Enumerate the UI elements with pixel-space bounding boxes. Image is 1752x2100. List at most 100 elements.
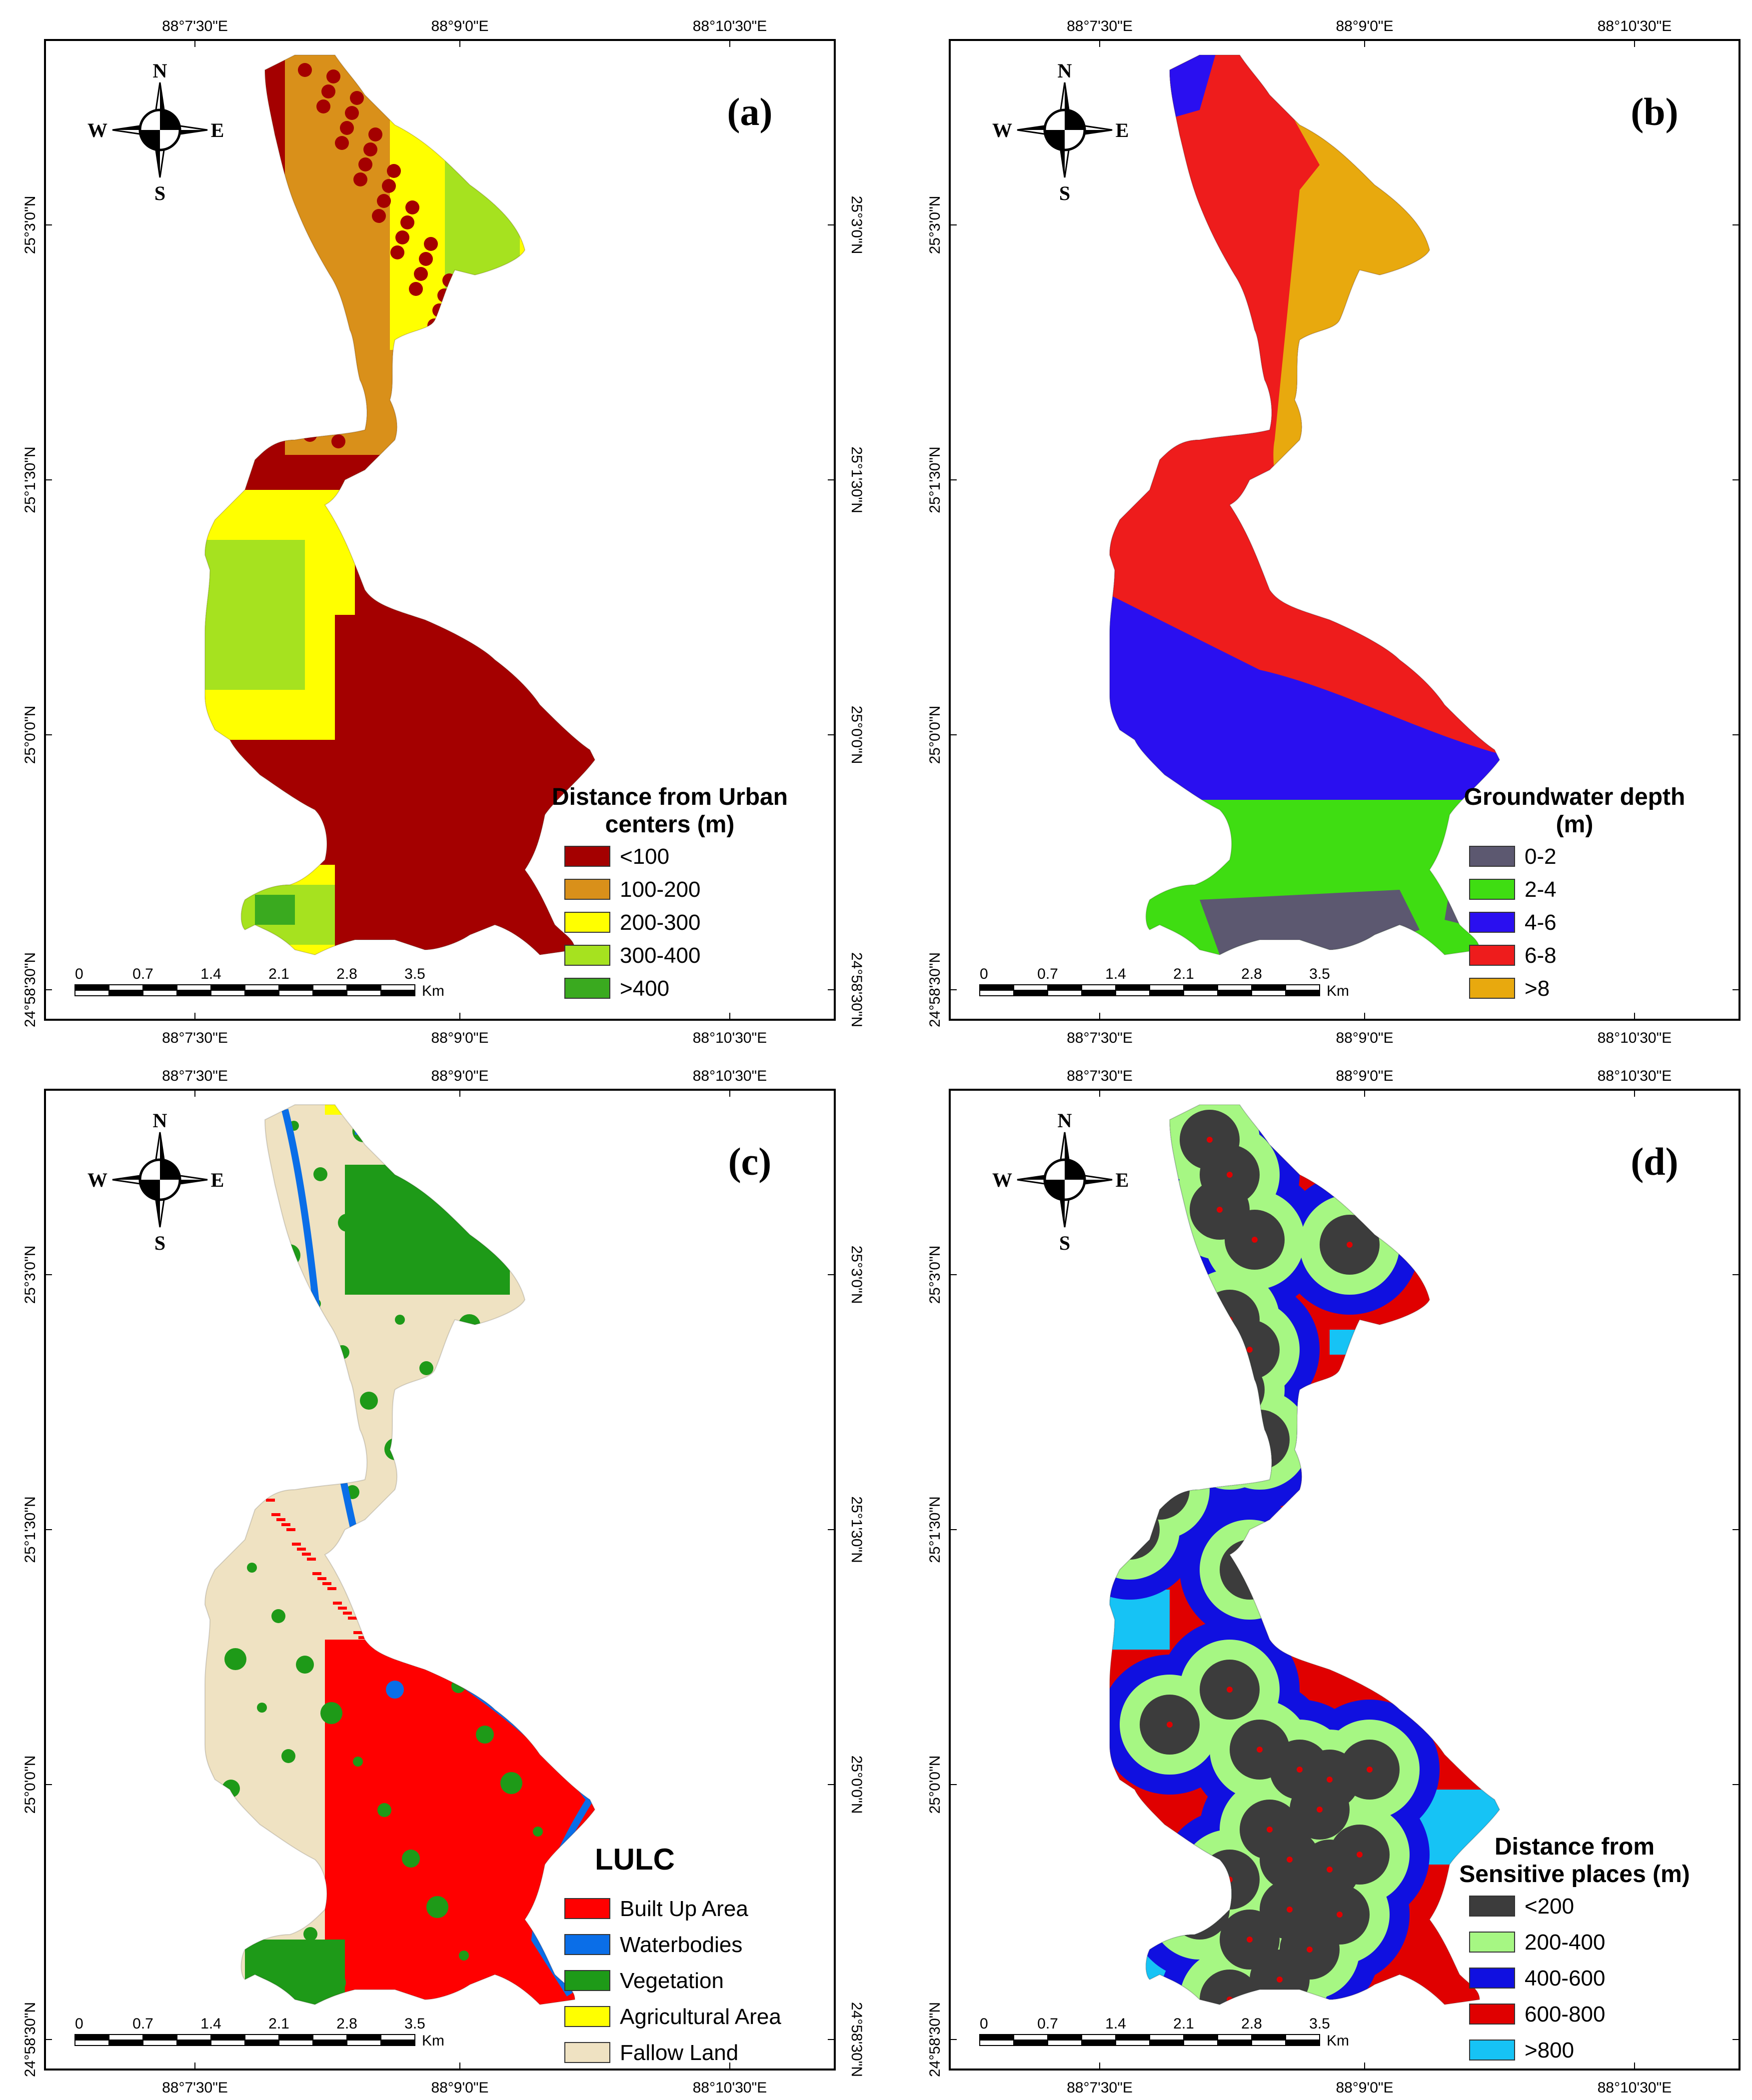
scale-bar-segment bbox=[74, 990, 109, 996]
legend-swatch bbox=[564, 1898, 610, 1919]
latitude-label-right: 25°1'30"N bbox=[848, 1496, 865, 1563]
sensitive-place-point bbox=[1327, 1867, 1333, 1873]
legend-swatch bbox=[564, 912, 610, 933]
longitude-label-top: 88°10'30"E bbox=[1598, 18, 1672, 34]
scale-bar-segment bbox=[312, 2040, 347, 2046]
compass-south-label: S bbox=[1059, 1232, 1070, 1254]
longitude-label-bottom: 88°9'0"E bbox=[431, 1030, 488, 1046]
sensitive-place-point bbox=[1337, 1912, 1343, 1918]
latitude-label-left: 24°58'30"N bbox=[927, 952, 943, 1027]
longitude-label-bottom: 88°7'30"E bbox=[162, 2080, 228, 2096]
panel-label: (a) bbox=[727, 90, 773, 133]
latitude-label-left: 25°3'0"N bbox=[927, 1246, 943, 1304]
scale-bar-segment bbox=[979, 984, 1014, 991]
scale-bar-segment bbox=[1081, 990, 1116, 996]
sensitive-place-point bbox=[1247, 1347, 1253, 1353]
scale-bar-segment bbox=[1115, 2040, 1150, 2046]
legend-swatch bbox=[1469, 945, 1515, 966]
scale-bar-segment bbox=[142, 2034, 177, 2041]
scale-bar-segment bbox=[380, 2040, 415, 2046]
legend-item-label: 0-2 bbox=[1525, 844, 1557, 869]
legend-swatch bbox=[1469, 912, 1515, 933]
scale-bar-tick: 0 bbox=[75, 2016, 83, 2032]
scale-bar-segment bbox=[380, 2034, 415, 2041]
legend-item-label: <100 bbox=[620, 844, 669, 869]
scale-bar-segment bbox=[74, 984, 109, 991]
panel-label: (b) bbox=[1631, 90, 1678, 133]
scale-bar-segment bbox=[346, 2034, 381, 2041]
scale-bar-tick: 0 bbox=[980, 966, 988, 982]
longitude-label-top: 88°7'30"E bbox=[1067, 18, 1133, 34]
latitude-label-right: 25°3'0"N bbox=[848, 1246, 865, 1304]
compass-north-label: N bbox=[1058, 59, 1072, 82]
sensitive-place-point bbox=[1227, 1172, 1233, 1178]
latitude-label-left: 25°0'0"N bbox=[927, 706, 943, 764]
north-arrow-icon bbox=[112, 82, 208, 178]
scale-bar-segment bbox=[312, 990, 347, 996]
sensitive-place-point bbox=[1317, 1807, 1323, 1813]
scale-bar-tick: 3.5 bbox=[404, 966, 425, 982]
scale-bar-segment bbox=[244, 2040, 279, 2046]
compass-west-label: W bbox=[87, 119, 107, 141]
compass-north-label: N bbox=[153, 1109, 167, 1132]
latitude-label-right: 25°0'0"N bbox=[848, 706, 865, 764]
scale-bar-segment bbox=[1149, 2040, 1184, 2046]
scale-bar-segment bbox=[1013, 2040, 1048, 2046]
latitude-label-right: 24°58'30"N bbox=[848, 2002, 865, 2077]
scale-bar-segment bbox=[312, 2034, 347, 2041]
scale-bar-tick: 2.8 bbox=[1241, 966, 1262, 982]
scale-bar-tick: 0.7 bbox=[132, 2016, 153, 2032]
longitude-label-top: 88°9'0"E bbox=[431, 1068, 488, 1084]
scale-bar-segment bbox=[1149, 984, 1184, 991]
scale-bar-segment bbox=[1013, 984, 1048, 991]
legend-title: LULC bbox=[595, 1843, 675, 1876]
legend-swatch bbox=[564, 879, 610, 900]
sensitive-place-point bbox=[1247, 1937, 1253, 1943]
scale-bar-segment bbox=[210, 984, 245, 991]
scale-bar-segment bbox=[210, 990, 245, 996]
sensitive-place-point bbox=[1287, 1907, 1293, 1913]
scale-bar-segment bbox=[1013, 2034, 1048, 2041]
longitude-label-top: 88°7'30"E bbox=[162, 1068, 228, 1084]
scale-bar-segment bbox=[278, 2034, 313, 2041]
legend-item-label: Waterbodies bbox=[620, 1933, 742, 1957]
legend-item-label: Agricultural Area bbox=[620, 2005, 781, 2029]
scale-bar-segment bbox=[1115, 2034, 1150, 2041]
compass-south-label: S bbox=[1059, 182, 1070, 204]
scale-bar-unit: Km bbox=[422, 2033, 444, 2049]
scale-bar-segment bbox=[1285, 2040, 1320, 2046]
latitude-label-left: 25°1'30"N bbox=[22, 446, 38, 513]
scale-bar-segment bbox=[1217, 2040, 1252, 2046]
scale-bar-segment bbox=[142, 990, 177, 996]
scale-bar-tick: 1.4 bbox=[1105, 966, 1126, 982]
scale-bar-tick: 3.5 bbox=[1309, 2016, 1330, 2032]
scale-bar-segment bbox=[244, 984, 279, 991]
latitude-label-left: 25°1'30"N bbox=[927, 446, 943, 513]
latitude-label-left: 25°0'0"N bbox=[22, 706, 38, 764]
longitude-label-top: 88°10'30"E bbox=[693, 18, 767, 34]
compass-north-label: N bbox=[153, 59, 167, 82]
latitude-label-left: 25°3'0"N bbox=[22, 196, 38, 254]
longitude-label-bottom: 88°10'30"E bbox=[693, 2080, 767, 2096]
sensitive-place-point bbox=[1267, 1827, 1273, 1833]
legend-item-label: <200 bbox=[1525, 1894, 1574, 1919]
legend-item-label: 300-400 bbox=[620, 943, 700, 968]
scale-bar-segment bbox=[1217, 2034, 1252, 2041]
legend-item-label: 6-8 bbox=[1525, 943, 1557, 968]
compass-north-label: N bbox=[1058, 1109, 1072, 1132]
longitude-label-top: 88°7'30"E bbox=[1067, 1068, 1133, 1084]
sensitive-place-point bbox=[1367, 1767, 1373, 1773]
scale-bar-tick: 0.7 bbox=[1037, 966, 1058, 982]
scale-bar-tick: 2.1 bbox=[1173, 2016, 1194, 2032]
latitude-label-left: 25°1'30"N bbox=[22, 1496, 38, 1563]
latitude-label-right: 25°3'0"N bbox=[848, 196, 865, 254]
scale-bar-segment bbox=[244, 990, 279, 996]
panel-label: (c) bbox=[728, 1140, 772, 1183]
sensitive-place-point bbox=[1252, 1237, 1258, 1243]
scale-bar-segment bbox=[1047, 2040, 1082, 2046]
scale-bar-segment bbox=[1115, 984, 1150, 991]
legend-swatch bbox=[564, 978, 610, 999]
sensitive-place-point bbox=[1327, 1777, 1333, 1783]
scale-bar-segment bbox=[176, 984, 211, 991]
latitude-label-right: 25°0'0"N bbox=[848, 1756, 865, 1814]
